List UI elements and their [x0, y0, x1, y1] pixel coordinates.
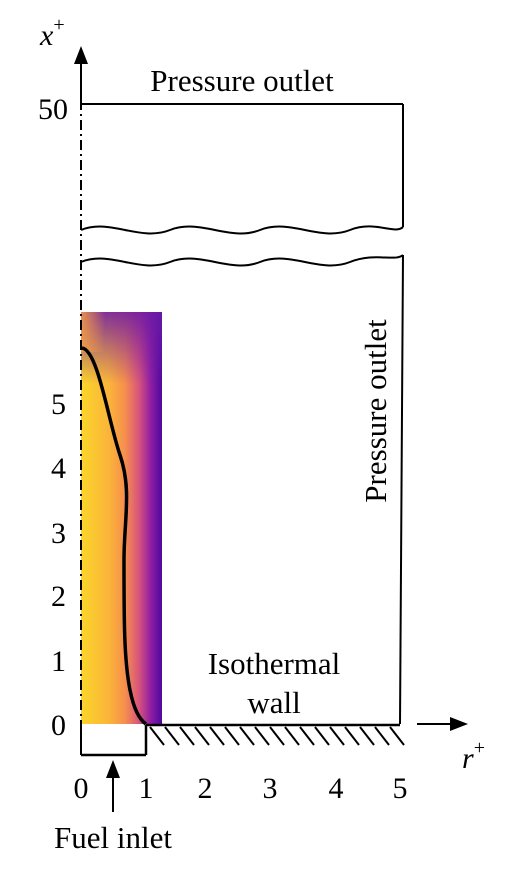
hatch-stroke: [374, 726, 390, 746]
right-boundary-lower: [399, 254, 404, 725]
hatch-stroke: [269, 726, 285, 746]
hatch-stroke: [209, 726, 225, 746]
x-tick-labels: 0 1 2 3 4 5: [51, 388, 66, 742]
r-axis-label: r+: [462, 737, 485, 775]
hatch-stroke: [179, 726, 195, 746]
hatch-stroke: [194, 726, 210, 746]
wall-hatching: [149, 726, 405, 746]
hatch-stroke: [359, 726, 375, 746]
hatch-stroke: [389, 726, 405, 746]
hatch-stroke: [329, 726, 345, 746]
hatch-stroke: [254, 726, 270, 746]
x-tick-label: 4: [51, 452, 66, 485]
hatch-stroke: [314, 726, 330, 746]
r-tick-label: 1: [139, 772, 154, 805]
hatch-stroke: [344, 726, 360, 746]
hatch-stroke: [239, 726, 255, 746]
x-tick-top: 50: [38, 93, 68, 126]
r-tick-label: 4: [329, 772, 344, 805]
r-axis-arrowhead: [450, 717, 468, 731]
x-axis-arrowhead: [74, 46, 88, 64]
top-boundary-label: Pressure outlet: [150, 63, 334, 98]
fuel-inlet-arrowhead: [106, 760, 120, 778]
r-tick-label: 3: [263, 772, 278, 805]
hatch-stroke: [149, 726, 165, 746]
right-boundary-label: Pressure outlet: [358, 319, 393, 503]
x-axis-label: x+: [39, 14, 65, 52]
x-tick-label: 3: [51, 517, 66, 550]
hatch-stroke: [164, 726, 180, 746]
hatch-stroke: [284, 726, 300, 746]
break-line-lower: [80, 254, 404, 267]
r-tick-label: 0: [74, 772, 89, 805]
break-line-upper: [80, 225, 404, 235]
r-tick-label: 5: [393, 772, 408, 805]
wall-label-line2: wall: [247, 685, 300, 720]
r-tick-label: 2: [198, 772, 213, 805]
r-tick-labels: 0 1 2 3 4 5: [74, 772, 408, 805]
temperature-field: [81, 312, 162, 724]
x-tick-label: 5: [51, 388, 66, 421]
hatch-stroke: [299, 726, 315, 746]
field-top-left-shading: [81, 312, 121, 352]
flame-contour: [81, 346, 148, 726]
wall-label-line1: Isothermal: [208, 646, 341, 681]
x-tick-label: 1: [51, 645, 66, 678]
hatch-stroke: [224, 726, 240, 746]
x-tick-label: 0: [51, 709, 66, 742]
fuel-inlet-label: Fuel inlet: [54, 820, 172, 855]
x-tick-label: 2: [51, 580, 66, 613]
